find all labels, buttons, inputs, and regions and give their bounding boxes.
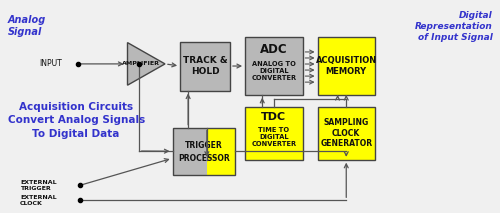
Text: Acquisition Circuits
Convert Analog Signals
To Digital Data: Acquisition Circuits Convert Analog Sign…	[8, 102, 145, 139]
Bar	[318, 106, 375, 160]
Text: Analog
Signal: Analog Signal	[8, 15, 46, 37]
Text: TRIGGER: TRIGGER	[185, 141, 222, 150]
Bar	[245, 37, 302, 95]
Text: INPUT: INPUT	[40, 59, 62, 68]
Text: SAMPLING
CLOCK
GENERATOR: SAMPLING CLOCK GENERATOR	[320, 118, 372, 148]
Text: TRACK &
HOLD: TRACK & HOLD	[182, 56, 228, 76]
Text: ADC: ADC	[260, 43, 287, 56]
Bar	[245, 106, 302, 160]
Bar	[180, 42, 230, 91]
Text: EXTERNAL: EXTERNAL	[20, 194, 57, 200]
Text: TIME TO
DIGITAL
CONVERTER: TIME TO DIGITAL CONVERTER	[251, 127, 296, 147]
Text: ACQUISITION
MEMORY: ACQUISITION MEMORY	[316, 56, 377, 76]
Bar	[172, 128, 207, 175]
Text: Digital
Representation
of Input Signal: Digital Representation of Input Signal	[415, 11, 492, 42]
Text: TDC: TDC	[261, 112, 286, 122]
Text: CLOCK: CLOCK	[20, 201, 43, 206]
Text: TRIGGER: TRIGGER	[20, 186, 51, 191]
Text: EXTERNAL: EXTERNAL	[20, 180, 57, 185]
Bar	[207, 128, 235, 175]
Polygon shape	[128, 43, 165, 85]
Text: AMPLIFIER: AMPLIFIER	[122, 61, 160, 66]
Text: ANALOG TO
DIGITAL
CONVERTER: ANALOG TO DIGITAL CONVERTER	[251, 61, 296, 81]
Bar	[172, 128, 235, 175]
Bar	[318, 37, 375, 95]
Text: PROCESSOR: PROCESSOR	[178, 154, 230, 163]
